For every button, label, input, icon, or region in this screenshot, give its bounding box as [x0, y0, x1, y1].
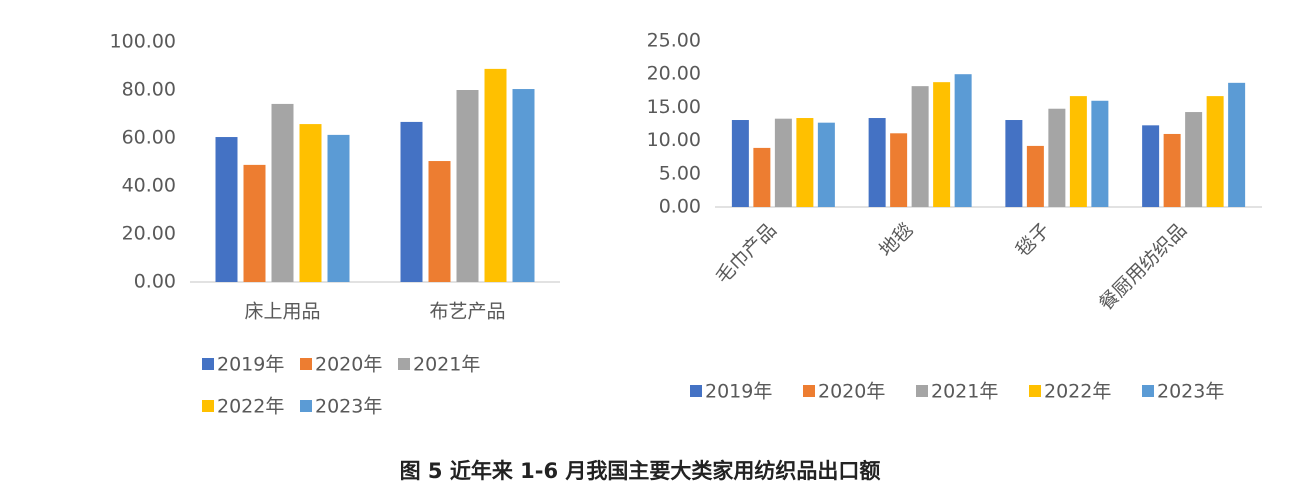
caption: 图 5 近年来 1-6 月我国主要大类家用纺织品出口额 [400, 459, 881, 483]
x-tick-label: 布艺产品 [429, 301, 505, 323]
y-tick-label: 0.00 [134, 271, 176, 293]
bar [1142, 125, 1160, 207]
y-tick-label: 80.00 [122, 79, 176, 101]
y-tick-label: 15.00 [647, 96, 701, 118]
x-tick-label: 地毯 [875, 219, 917, 261]
x-tick-label: 毯子 [1012, 219, 1054, 261]
x-tick-label: 毛巾产品 [711, 219, 780, 288]
bar [1069, 96, 1087, 207]
bar [400, 121, 423, 282]
y-tick-label: 60.00 [122, 127, 176, 149]
y-tick-label: 25.00 [647, 30, 701, 52]
legend-swatch [803, 385, 815, 397]
bar [731, 120, 749, 207]
y-tick-label: 40.00 [122, 175, 176, 197]
bar [1026, 145, 1044, 207]
y-tick-label: 5.00 [659, 162, 701, 184]
bar [868, 118, 886, 207]
legend-swatch [1029, 385, 1041, 397]
legend-label: 2019年 [217, 354, 284, 376]
bar [428, 161, 451, 282]
legend-label: 2021年 [413, 354, 480, 376]
x-tick-label: 餐厨用纺织品 [1095, 219, 1191, 315]
y-tick-label: 10.00 [647, 129, 701, 151]
bar [1048, 108, 1066, 207]
bar [911, 86, 929, 207]
legend-swatch [300, 400, 312, 412]
bar [890, 133, 908, 207]
legend-swatch [202, 400, 214, 412]
bar [456, 90, 479, 282]
x-tick-label: 床上用品 [244, 301, 320, 323]
legend-label: 2023年 [315, 396, 382, 418]
bar [954, 74, 972, 207]
legend-swatch [202, 358, 214, 370]
bar [933, 82, 951, 207]
bar [1163, 133, 1181, 207]
y-tick-label: 20.00 [647, 63, 701, 85]
bar [1005, 120, 1023, 207]
bar [327, 134, 350, 282]
bar [299, 124, 322, 282]
legend-label: 2020年 [315, 354, 382, 376]
bar [796, 118, 814, 207]
legend-swatch [1142, 385, 1154, 397]
y-tick-label: 20.00 [122, 223, 176, 245]
legend-swatch [916, 385, 928, 397]
bar [215, 137, 238, 282]
bar [243, 164, 266, 282]
y-tick-label: 0.00 [659, 196, 701, 218]
legend-label: 2023年 [1157, 381, 1224, 403]
bar [753, 147, 771, 207]
bar [484, 68, 507, 282]
legend-label: 2022年 [217, 396, 284, 418]
legend-swatch [300, 358, 312, 370]
legend-label: 2019年 [705, 381, 772, 403]
legend-label: 2022年 [1044, 381, 1111, 403]
bar [1228, 82, 1246, 207]
bar [1091, 100, 1109, 207]
bar [1206, 96, 1224, 207]
bar [271, 103, 294, 282]
bar [512, 89, 535, 282]
legend-swatch [690, 385, 702, 397]
legend-label: 2020年 [818, 381, 885, 403]
bar [774, 118, 792, 207]
y-tick-label: 100.00 [110, 31, 176, 53]
bar [1185, 112, 1203, 207]
bar [817, 122, 835, 207]
legend-label: 2021年 [931, 381, 998, 403]
legend-swatch [398, 358, 410, 370]
